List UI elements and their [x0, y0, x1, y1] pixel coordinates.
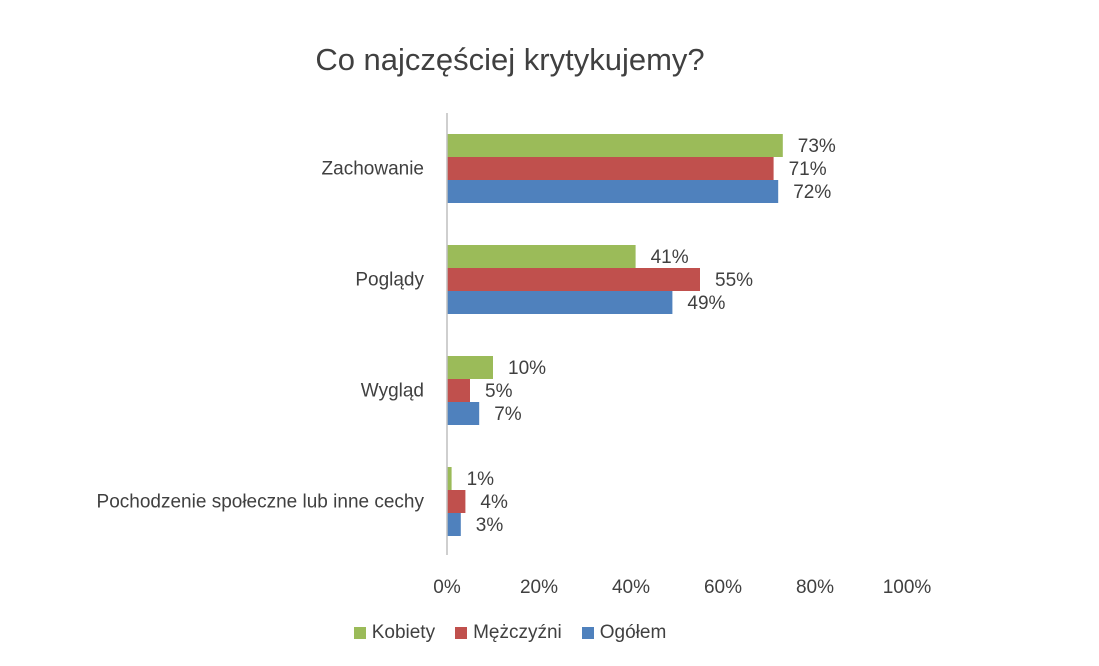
- bar: [447, 134, 783, 157]
- legend-label: Kobiety: [371, 622, 436, 643]
- bar: [447, 245, 636, 268]
- chart-title: Co najczęściej krytykujemy?: [315, 42, 705, 77]
- data-label: 49%: [687, 293, 725, 314]
- data-label: 55%: [715, 270, 753, 291]
- x-tick-label: 80%: [796, 577, 834, 598]
- category-label: Poglądy: [355, 270, 424, 291]
- bar: [447, 268, 700, 291]
- category-label: Pochodzenie społeczne lub inne cechy: [97, 492, 425, 513]
- legend-label: Mężczyźni: [473, 622, 562, 643]
- bar: [447, 180, 779, 203]
- data-label: 73%: [798, 136, 836, 157]
- data-label: 41%: [651, 247, 689, 268]
- x-tick-label: 40%: [612, 577, 650, 598]
- data-label: 72%: [793, 182, 831, 203]
- x-tick-label: 20%: [520, 577, 558, 598]
- bar: [447, 467, 452, 490]
- x-tick-label: 60%: [704, 577, 742, 598]
- legend-swatch: [353, 627, 366, 639]
- legend-label: Ogółem: [599, 622, 667, 643]
- data-label: 4%: [480, 492, 508, 513]
- legend-swatch: [581, 627, 594, 639]
- data-label: 7%: [494, 404, 522, 425]
- data-label: 71%: [789, 159, 827, 180]
- legend-item: Kobiety: [353, 622, 436, 644]
- legend: Kobiety Mężczyźni Ogółem: [0, 622, 1020, 644]
- bar: [447, 402, 480, 425]
- category-label: Wygląd: [361, 381, 424, 402]
- bar: [447, 379, 470, 402]
- data-label: 3%: [476, 515, 504, 536]
- x-tick-label: 0%: [433, 577, 461, 598]
- category-label: Zachowanie: [322, 159, 424, 180]
- data-label: 5%: [485, 381, 513, 402]
- data-label: 10%: [508, 358, 546, 379]
- legend-swatch: [455, 627, 468, 639]
- bar: [447, 291, 673, 314]
- legend-item: Ogółem: [581, 622, 667, 644]
- bar: [447, 157, 774, 180]
- bar: [447, 356, 493, 379]
- x-tick-label: 100%: [883, 577, 932, 598]
- bar: [447, 490, 466, 513]
- bar: [447, 513, 461, 536]
- legend-item: Mężczyźni: [455, 622, 562, 644]
- data-label: 1%: [467, 469, 495, 490]
